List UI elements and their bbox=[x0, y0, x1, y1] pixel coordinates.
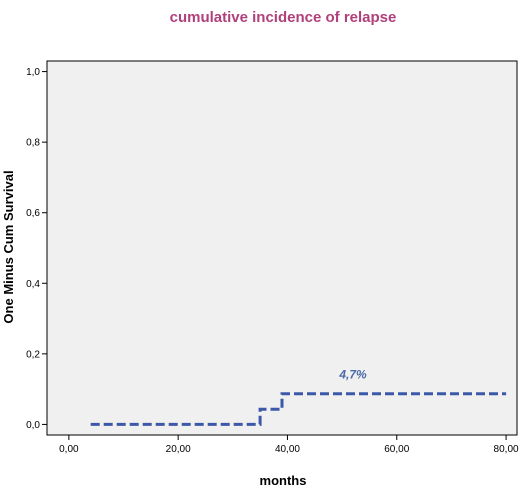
x-tick-label: 80,00 bbox=[494, 444, 519, 455]
x-axis: 0,00 20,00 40,00 60,00 80,00 bbox=[59, 435, 519, 455]
y-tick-label: 0,8 bbox=[26, 138, 40, 149]
y-tick-label: 0,0 bbox=[26, 420, 40, 431]
x-tick-label: 40,00 bbox=[275, 444, 300, 455]
series-line bbox=[90, 392, 507, 426]
plot-area bbox=[46, 60, 518, 436]
y-tick-label: 0,2 bbox=[26, 349, 40, 360]
chart-title: cumulative incidence of relapse bbox=[170, 9, 397, 26]
series-layer bbox=[90, 392, 507, 426]
annotation-layer: 4,7% bbox=[338, 368, 367, 382]
x-tick-label: 60,00 bbox=[384, 444, 409, 455]
y-axis: 0,0 0,2 0,4 0,6 0,8 1,0 bbox=[26, 67, 47, 431]
x-axis-label: months bbox=[260, 473, 307, 488]
x-tick-label: 20,00 bbox=[166, 444, 191, 455]
x-tick-label: 0,00 bbox=[59, 444, 79, 455]
y-tick-label: 0,4 bbox=[26, 279, 40, 290]
y-axis-label: One Minus Cum Survival bbox=[1, 170, 16, 323]
y-tick-label: 1,0 bbox=[26, 67, 40, 78]
y-tick-label: 0,6 bbox=[26, 208, 40, 219]
annotation-label: 4,7% bbox=[338, 368, 367, 382]
